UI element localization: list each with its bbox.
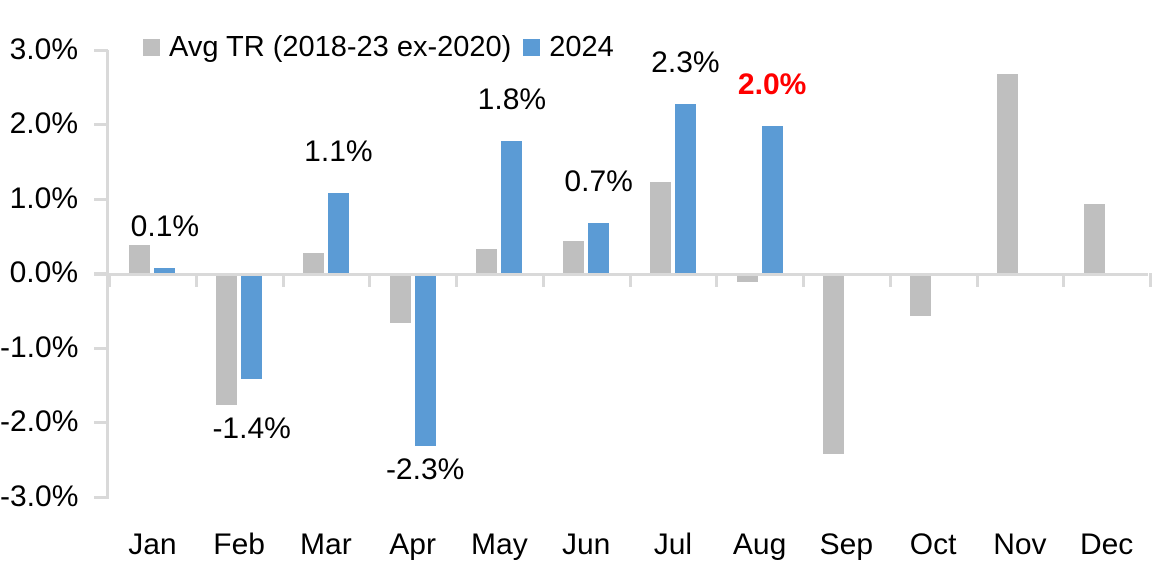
bar-avg-tr — [563, 241, 585, 275]
x-tick-mark — [1062, 273, 1066, 287]
bar-2024 — [414, 275, 436, 447]
x-tick-mark — [108, 273, 111, 287]
y-tick-mark — [94, 123, 108, 126]
bar-avg-tr — [910, 275, 932, 316]
x-axis-label: Sep — [819, 528, 874, 561]
x-tick-mark — [628, 273, 632, 287]
bar-avg-tr — [1083, 204, 1105, 275]
x-tick-mark — [1149, 273, 1152, 287]
x-tick-mark — [368, 273, 372, 287]
x-axis-label: Apr — [389, 528, 436, 561]
bar-avg-tr — [216, 275, 238, 406]
legend: Avg TR (2018-23 ex-2020) 2024 — [143, 30, 614, 64]
x-axis-label: Jun — [561, 528, 611, 561]
x-tick-mark — [975, 273, 979, 287]
y-tick-label: 3.0% — [9, 32, 78, 66]
bar-avg-tr — [129, 245, 151, 275]
legend-label-avg-tr: Avg TR (2018-23 ex-2020) — [169, 31, 512, 63]
bar-avg-tr — [389, 275, 411, 324]
bar-avg-tr — [736, 275, 758, 283]
y-tick-label: -1.0% — [0, 330, 79, 364]
bar-2024 — [761, 126, 783, 275]
x-tick-mark — [715, 273, 719, 287]
x-axis-label: Dec — [1079, 528, 1134, 561]
bar-2024 — [327, 193, 349, 275]
data-label: -1.4% — [212, 412, 291, 446]
x-axis-label: Jul — [653, 528, 693, 561]
legend-swatch-2024 — [523, 38, 541, 56]
legend-label-2024: 2024 — [549, 31, 614, 63]
bar-avg-tr — [476, 248, 498, 275]
y-tick-mark — [94, 197, 108, 201]
data-label: 2.3% — [651, 45, 720, 79]
y-tick-label: 2.0% — [9, 107, 78, 140]
data-label: 1.1% — [304, 135, 373, 169]
y-tick-label: 0.0% — [9, 256, 78, 289]
x-axis-label: Mar — [300, 528, 352, 561]
data-label: 0.1% — [130, 209, 200, 243]
x-axis-label: Feb — [213, 528, 265, 561]
y-tick-mark — [94, 495, 108, 499]
y-tick-label: -2.0% — [0, 405, 79, 438]
y-tick-label: -3.0% — [0, 479, 79, 513]
x-tick-mark — [455, 273, 458, 287]
x-axis-label: May — [471, 528, 528, 561]
x-tick-mark — [281, 273, 285, 287]
x-tick-mark — [802, 273, 805, 287]
bar-2024 — [674, 103, 696, 275]
data-label: 1.8% — [477, 82, 547, 116]
y-tick-mark — [94, 48, 108, 52]
x-tick-mark — [541, 273, 545, 287]
y-tick-mark — [94, 346, 108, 350]
x-axis-label: Oct — [909, 528, 957, 561]
y-tick-label: 1.0% — [9, 181, 78, 215]
bar-2024 — [241, 275, 263, 380]
data-label: 2.0% — [737, 68, 807, 101]
x-axis-label: Aug — [732, 528, 787, 561]
data-label: 0.7% — [564, 164, 633, 198]
x-tick-mark — [888, 273, 892, 287]
bar-avg-tr — [823, 275, 845, 454]
x-axis-line — [94, 273, 1148, 276]
bar-avg-tr — [302, 252, 324, 275]
y-tick-mark — [94, 421, 108, 424]
bar-2024 — [154, 267, 176, 275]
x-axis-label: Nov — [993, 528, 1047, 561]
data-label: -2.3% — [385, 453, 465, 487]
bar-avg-tr — [996, 73, 1018, 275]
bar-2024 — [588, 222, 610, 275]
x-axis-label: Jan — [128, 528, 177, 561]
bar-avg-tr — [649, 181, 671, 275]
legend-swatch-avg-tr — [143, 38, 160, 56]
x-tick-mark — [194, 273, 198, 287]
bar-2024 — [501, 140, 523, 275]
